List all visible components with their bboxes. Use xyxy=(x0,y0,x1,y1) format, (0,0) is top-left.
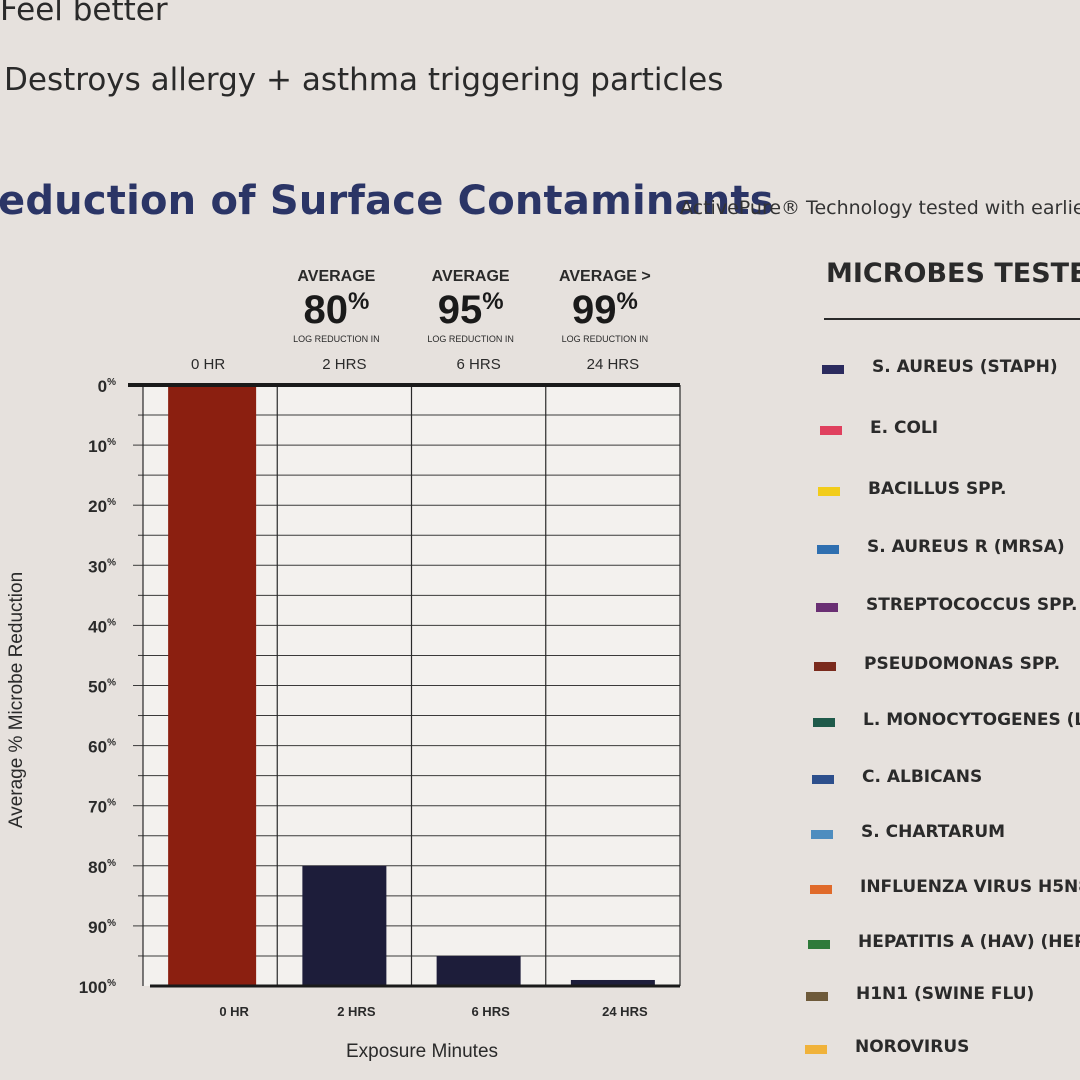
bar-24-hrs xyxy=(570,979,655,986)
legend-label: HEPATITIS A (HAV) (HEPAT xyxy=(858,932,1080,952)
legend-label: S. AUREUS (STAPH) xyxy=(872,357,1058,377)
average-sublabel: LOG REDUCTION IN xyxy=(293,334,380,344)
average-sublabel: LOG REDUCTION IN xyxy=(427,334,514,344)
bar-0-hr xyxy=(168,385,257,986)
average-label: AVERAGE xyxy=(297,268,375,285)
legend-swatch xyxy=(808,940,830,949)
legend-label: S. CHARTARUM xyxy=(861,822,1006,842)
top-time-label: 0 HR xyxy=(191,356,225,373)
legend-label: NOROVIRUS xyxy=(855,1037,970,1057)
top-time-label: 6 HRS xyxy=(457,356,501,373)
y-tick-label: 0% xyxy=(98,377,116,396)
average-value: 99% xyxy=(572,288,638,332)
x-axis-label: Exposure Minutes xyxy=(346,1041,498,1062)
legend-swatch xyxy=(818,487,840,496)
x-tick-label: 0 HR xyxy=(219,1004,249,1019)
y-axis-label: Average % Microbe Reduction xyxy=(6,572,27,828)
legend-label: STREPTOCOCCUS SPP. ( xyxy=(866,595,1080,615)
legend-label: INFLUENZA VIRUS H5N8 ( xyxy=(860,877,1080,897)
y-tick-label: 40% xyxy=(88,617,116,636)
y-tick-label: 10% xyxy=(88,437,116,456)
legend-label: C. ALBICANS xyxy=(862,767,983,787)
average-label: AVERAGE > xyxy=(559,268,651,285)
legend-swatch xyxy=(816,603,838,612)
chart-subtitle: ActivePure® Technology tested with earli… xyxy=(680,197,1080,219)
bar-2-hrs xyxy=(302,865,387,986)
y-tick-label: 20% xyxy=(88,497,116,516)
legend-swatch xyxy=(806,992,828,1001)
bar-6-hrs xyxy=(436,955,521,986)
average-value: 95% xyxy=(438,288,504,332)
y-tick-label: 70% xyxy=(88,798,116,817)
legend-swatch xyxy=(810,885,832,894)
legend-label: H1N1 (SWINE FLU) xyxy=(856,984,1035,1004)
legend-label: PSEUDOMONAS SPP. xyxy=(864,654,1061,674)
legend-swatch xyxy=(817,545,839,554)
legend-label: BACILLUS SPP. xyxy=(868,479,1007,499)
y-tick-label: 30% xyxy=(88,557,116,576)
bullet-destroys-allergy: Destroys allergy + asthma triggering par… xyxy=(4,62,724,98)
legend-swatch xyxy=(811,830,833,839)
y-tick-label: 80% xyxy=(88,858,116,877)
legend-title: MICROBES TESTED xyxy=(826,258,1080,289)
legend-label: L. MONOCYTOGENES (L xyxy=(863,710,1080,730)
y-tick-label: 50% xyxy=(88,678,116,697)
legend-swatch xyxy=(813,718,835,727)
legend-swatch xyxy=(812,775,834,784)
x-tick-label: 6 HRS xyxy=(471,1004,510,1019)
y-tick-label: 100% xyxy=(79,978,116,997)
bullet-feel-better: Feel better xyxy=(0,0,168,28)
average-value: 80% xyxy=(303,288,369,332)
legend-label: E. COLI xyxy=(870,418,939,438)
legend-swatch xyxy=(814,662,836,671)
average-label: AVERAGE xyxy=(432,268,510,285)
top-time-label: 2 HRS xyxy=(322,356,366,373)
legend-divider xyxy=(824,318,1080,320)
chart-title: eduction of Surface Contaminants xyxy=(0,178,774,224)
legend-swatch xyxy=(822,365,844,374)
x-tick-label: 2 HRS xyxy=(337,1004,376,1019)
average-sublabel: LOG REDUCTION IN xyxy=(562,334,649,344)
x-tick-label: 24 HRS xyxy=(602,1004,648,1019)
legend-label: S. AUREUS R (MRSA) xyxy=(867,537,1065,557)
legend-swatch xyxy=(805,1045,827,1054)
y-tick-label: 60% xyxy=(88,738,116,757)
top-time-label: 24 HRS xyxy=(587,356,640,373)
legend-swatch xyxy=(820,426,842,435)
y-tick-label: 90% xyxy=(88,918,116,937)
